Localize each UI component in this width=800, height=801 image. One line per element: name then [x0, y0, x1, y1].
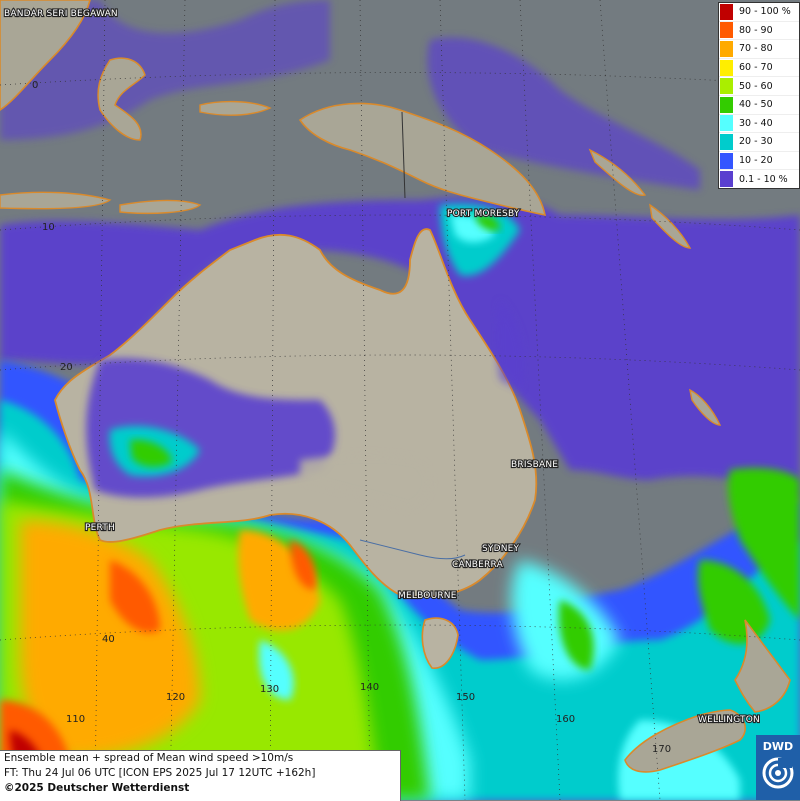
legend-row: 90 - 100 %	[719, 3, 799, 22]
lon-label-120: 120	[166, 692, 185, 703]
border-line	[401, 111, 406, 199]
city-brisbane: BRISBANE	[511, 460, 558, 470]
legend-label: 30 - 40	[739, 117, 773, 129]
legend-label: 80 - 90	[739, 24, 773, 36]
legend-swatch	[720, 59, 733, 76]
city-sydney: SYDNEY	[482, 544, 520, 554]
lon-label-160: 160	[556, 714, 575, 725]
legend-swatch	[720, 133, 733, 150]
legend-label: 50 - 60	[739, 80, 773, 92]
legend-row: 0.1 - 10 %	[719, 170, 799, 188]
city-perth: PERTH	[85, 523, 115, 533]
lon-label-140: 140	[360, 682, 379, 693]
river	[359, 539, 466, 560]
legend-row: 40 - 50	[719, 96, 799, 115]
lat-label-40: 40	[102, 634, 115, 645]
legend-label: 0.1 - 10 %	[739, 173, 788, 185]
legend-row: 80 - 90	[719, 22, 799, 41]
legend-label: 10 - 20	[739, 155, 773, 167]
city-canberra: CANBERRA	[452, 560, 504, 570]
city-wellington: WELLINGTON	[698, 715, 760, 725]
legend-swatch	[720, 115, 733, 132]
info-title: Ensemble mean + spread of Mean wind spee…	[4, 752, 294, 764]
legend-swatch	[720, 171, 733, 188]
city-bandar-seri-begawan: BANDAR SERI BEGAWAN	[4, 9, 118, 19]
lon-label-150: 150	[456, 692, 475, 703]
info-box: Ensemble mean + spread of Mean wind spee…	[0, 750, 401, 801]
dwd-logo-text: DWD	[762, 740, 794, 753]
land-masses	[0, 0, 791, 773]
legend-row: 70 - 80	[719, 40, 799, 59]
lon-label-130: 130	[260, 684, 279, 695]
legend-label: 40 - 50	[739, 99, 773, 111]
legend-swatch	[720, 96, 733, 113]
legend: 90 - 100 % 80 - 90 70 - 80 60 - 70 50 - 60 40…	[718, 2, 800, 189]
legend-swatch	[720, 78, 733, 95]
legend-swatch	[720, 152, 733, 169]
grid-labels: 0 10 20 40 110 120 130 140 150 160 170	[32, 80, 671, 755]
legend-row: 30 - 40	[719, 115, 799, 134]
city-port-moresby: PORT MORESBY	[447, 209, 520, 219]
legend-label: 90 - 100 %	[739, 6, 791, 18]
dwd-swirl-icon	[762, 757, 794, 789]
city-labels: BANDAR SERI BEGAWAN PORT MORESBY BRISBAN…	[3, 8, 761, 726]
legend-label: 70 - 80	[739, 43, 773, 55]
legend-label: 60 - 70	[739, 62, 773, 74]
lat-label-10: 10	[42, 222, 55, 233]
info-forecast-time: FT: Thu 24 Jul 06 UTC [ICON EPS 2025 Jul…	[4, 767, 316, 779]
legend-row: 20 - 30	[719, 133, 799, 152]
lat-label-20: 20	[60, 362, 73, 373]
info-copyright: ©2025 Deutscher Wetterdienst	[4, 782, 190, 794]
legend-label: 20 - 30	[739, 136, 773, 148]
legend-swatch	[720, 40, 733, 57]
legend-swatch	[720, 3, 733, 20]
legend-row: 10 - 20	[719, 152, 799, 171]
legend-row: 50 - 60	[719, 77, 799, 96]
city-melbourne: MELBOURNE	[398, 591, 457, 601]
dwd-logo: DWD	[756, 735, 800, 800]
legend-row: 60 - 70	[719, 59, 799, 78]
legend-swatch	[720, 22, 733, 39]
lon-label-170: 170	[652, 744, 671, 755]
lon-label-110: 110	[66, 714, 85, 725]
lat-label-0: 0	[32, 80, 38, 91]
